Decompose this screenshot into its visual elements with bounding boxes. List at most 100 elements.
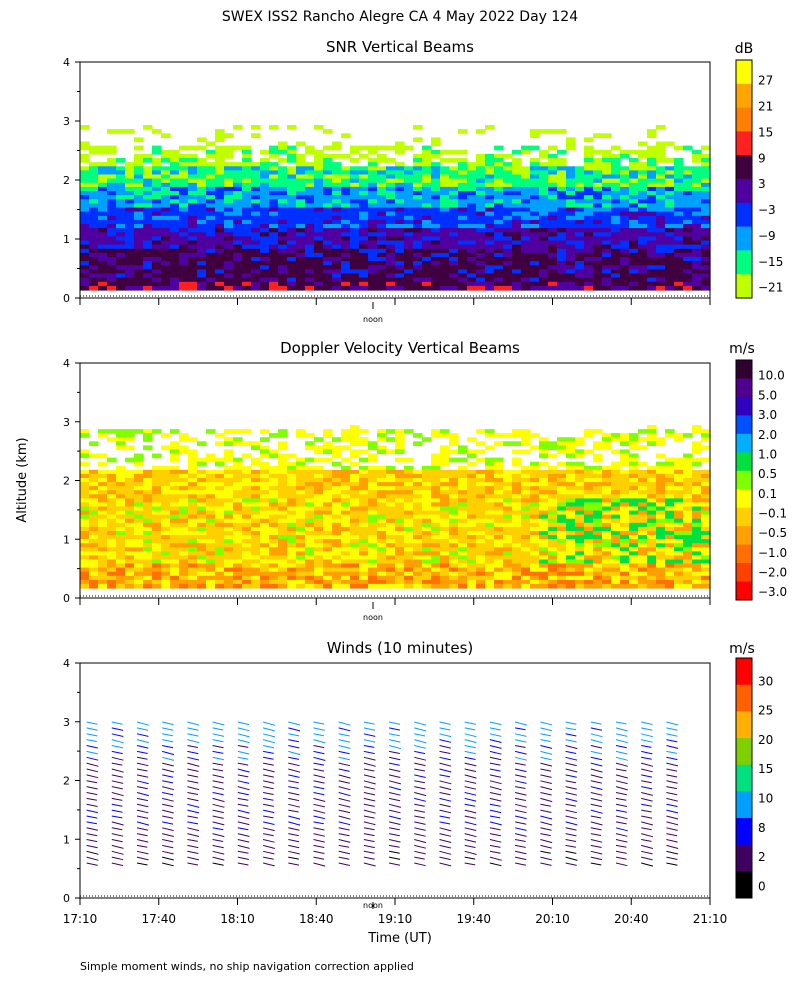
doppler-cell <box>530 567 540 573</box>
snr-cell <box>485 166 495 171</box>
doppler-cell <box>692 510 702 516</box>
doppler-cell <box>683 535 693 540</box>
doppler-cell <box>512 543 522 548</box>
doppler-cell <box>341 514 351 520</box>
doppler-cell <box>89 575 99 581</box>
snr-cell <box>458 182 468 188</box>
doppler-cell <box>233 514 243 520</box>
doppler-cell <box>440 571 450 577</box>
snr-cell <box>683 240 693 246</box>
doppler-cell <box>98 494 108 499</box>
snr-cell <box>80 244 90 250</box>
snr-cell <box>197 182 207 188</box>
snr-cell <box>575 195 585 200</box>
doppler-cell <box>512 531 522 536</box>
snr-cell <box>620 174 630 180</box>
snr-cell <box>494 257 504 262</box>
snr-cell <box>665 277 675 283</box>
snr-cell <box>647 240 657 246</box>
doppler-cell <box>647 498 657 504</box>
wind-barb <box>162 821 174 825</box>
doppler-cell <box>107 506 117 512</box>
snr-cell <box>188 186 198 192</box>
snr-cell <box>584 277 594 283</box>
doppler-cell <box>215 498 225 504</box>
doppler-cell <box>521 571 531 577</box>
doppler-cell <box>521 555 531 561</box>
snr-cell <box>512 149 522 155</box>
doppler-cell <box>305 486 315 491</box>
doppler-cell <box>611 449 621 455</box>
snr-cell <box>602 269 612 275</box>
snr-cell <box>674 186 684 192</box>
snr-cell <box>458 203 468 209</box>
doppler-cell <box>350 486 360 491</box>
snr-cell <box>431 162 441 167</box>
snr-cell <box>152 186 162 192</box>
snr-cell <box>161 273 171 279</box>
doppler-cell <box>458 445 468 451</box>
snr-cell <box>125 285 135 291</box>
snr-cell <box>179 240 189 246</box>
doppler-cell <box>197 559 207 565</box>
snr-cell <box>548 186 558 192</box>
snr-cell <box>251 195 261 200</box>
doppler-cell <box>593 522 603 528</box>
snr-cell <box>359 153 369 159</box>
doppler-cell <box>593 526 603 532</box>
snr-colorbar-swatch <box>736 155 752 180</box>
doppler-cell <box>107 478 117 483</box>
doppler-cell <box>368 543 378 548</box>
wind-barb <box>136 733 149 737</box>
snr-cell <box>386 203 396 209</box>
y-tick-label: 2 <box>63 475 70 488</box>
snr-cell <box>350 145 360 151</box>
doppler-cell <box>116 559 126 565</box>
snr-cell <box>449 252 459 258</box>
wind-barb <box>111 786 123 790</box>
snr-cell <box>350 281 360 287</box>
snr-cell <box>422 182 432 188</box>
snr-cell <box>143 166 153 171</box>
doppler-cell <box>179 482 189 487</box>
snr-cell <box>683 166 693 171</box>
snr-cell <box>197 219 207 225</box>
doppler-cell <box>512 563 522 569</box>
doppler-cell <box>395 583 405 589</box>
snr-cell <box>152 170 162 176</box>
doppler-cell <box>674 457 684 463</box>
doppler-cell <box>647 478 657 483</box>
snr-cell <box>638 162 648 167</box>
doppler-cell <box>215 575 225 581</box>
doppler-cell <box>197 526 207 532</box>
snr-cell <box>512 228 522 233</box>
doppler-cell <box>512 571 522 577</box>
doppler-cell <box>224 555 234 561</box>
snr-cell <box>566 224 576 229</box>
snr-cell <box>395 174 405 180</box>
doppler-cell <box>89 526 99 532</box>
snr-cell <box>692 219 702 225</box>
doppler-cell <box>404 543 414 548</box>
snr-cell <box>350 236 360 242</box>
doppler-heatmap <box>80 425 711 589</box>
doppler-colorbar-label: −0.1 <box>758 506 787 520</box>
doppler-cell <box>269 518 279 524</box>
snr-cell <box>485 211 495 217</box>
doppler-cell <box>386 494 396 499</box>
snr-cell <box>386 215 396 221</box>
doppler-cell <box>224 583 234 589</box>
doppler-cell <box>341 498 351 504</box>
doppler-cell <box>665 429 675 434</box>
snr-cell <box>242 244 252 250</box>
doppler-cell <box>80 506 90 512</box>
snr-cell <box>125 162 135 167</box>
snr-cell <box>107 261 117 266</box>
snr-cell <box>575 236 585 242</box>
doppler-cell <box>656 575 666 581</box>
snr-cell <box>548 273 558 279</box>
snr-cell <box>557 232 567 237</box>
doppler-cell <box>386 539 396 544</box>
snr-cell <box>314 178 324 184</box>
